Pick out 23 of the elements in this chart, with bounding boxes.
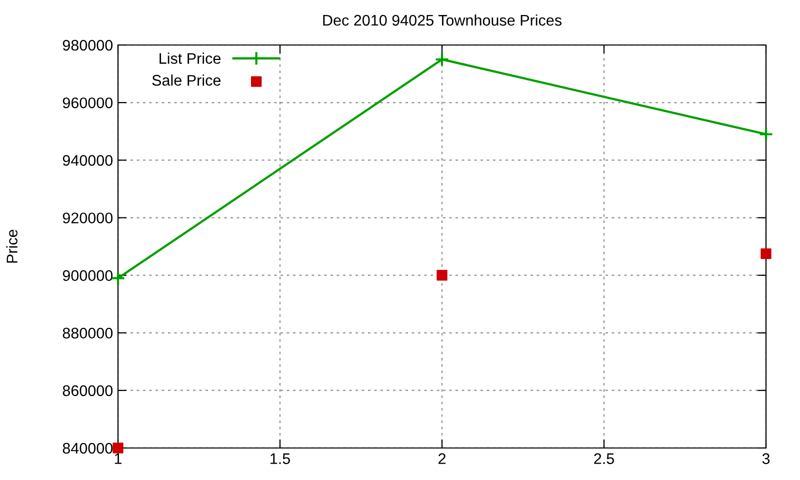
y-tick-label: 860000 — [62, 385, 113, 396]
y-tick-label: 960000 — [62, 97, 113, 108]
x-tick-label: 1 — [114, 453, 122, 464]
legend-label: List Price — [160, 52, 221, 64]
x-tick-label: 2 — [438, 453, 446, 464]
y-axis-title: Price — [6, 230, 18, 263]
y-tick-label: 980000 — [62, 40, 113, 51]
x-tick-label: 3 — [762, 453, 770, 464]
y-tick-label: 940000 — [62, 155, 113, 166]
point — [112, 442, 124, 454]
x-tick-label: 1.5 — [270, 453, 290, 464]
point — [110, 270, 126, 286]
y-tick-label: 920000 — [62, 212, 113, 224]
legend-label: Sale Price — [152, 74, 221, 86]
point — [758, 126, 774, 142]
y-tick-label: 880000 — [62, 328, 113, 339]
point — [436, 270, 448, 281]
y-tick-label: 840000 — [62, 442, 113, 454]
x-tick-label: 2.5 — [594, 453, 614, 464]
point — [760, 248, 772, 260]
point — [434, 52, 450, 67]
y-tick-label: 900000 — [62, 270, 113, 281]
chart-title: Dec 2010 94025 Townhouse Prices — [323, 14, 562, 26]
